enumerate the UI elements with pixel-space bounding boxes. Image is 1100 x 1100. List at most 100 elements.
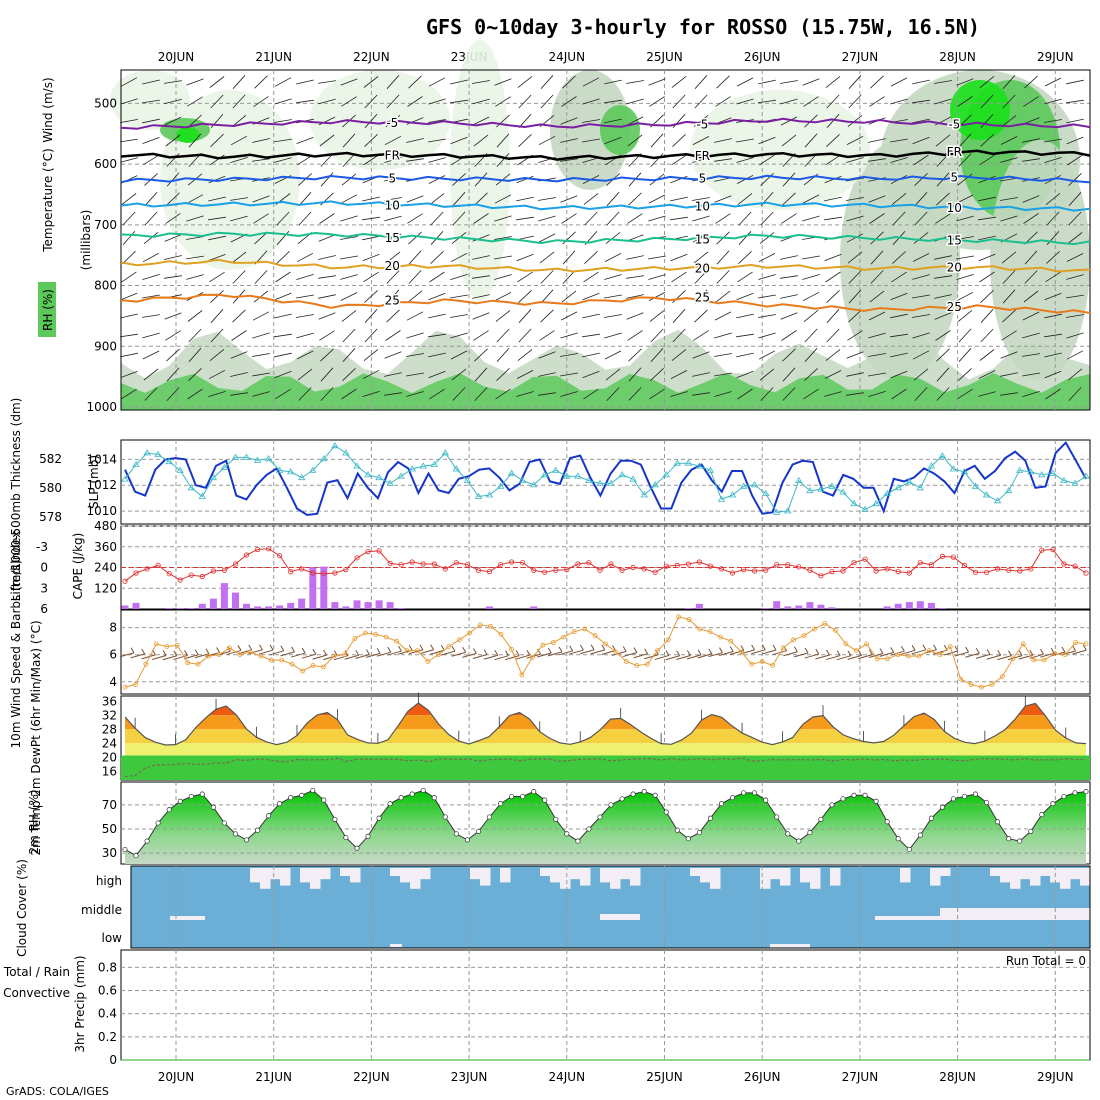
lifted-index-point	[508, 559, 515, 565]
wind-barb	[890, 650, 905, 656]
lifted-index-point	[862, 556, 868, 562]
wind-barb	[428, 333, 446, 338]
thickness-point	[695, 462, 704, 469]
bottom-date-label: 20JUN	[158, 1070, 195, 1084]
wind-speed-point	[488, 623, 494, 629]
lifted-index-point	[376, 548, 382, 554]
wind-barb	[398, 645, 402, 652]
wind-barb	[935, 213, 951, 224]
rh-point	[928, 815, 934, 821]
wind-barb	[428, 370, 446, 379]
wind-barb	[365, 652, 381, 658]
wind-speed-point	[1020, 641, 1026, 647]
cape-bar	[762, 608, 770, 609]
isotherm-line	[120, 293, 1091, 314]
wind-barb	[626, 312, 644, 320]
lifted-index-point	[928, 562, 935, 568]
wind-barb	[121, 388, 137, 400]
upper-air-frame	[120, 69, 1091, 411]
wind-barb	[166, 172, 180, 187]
wind-barb	[583, 271, 599, 283]
wind-barb	[408, 75, 422, 89]
cape-bar	[817, 604, 825, 609]
wind-barb	[516, 391, 534, 397]
thickness-point	[231, 453, 240, 460]
wind-barb	[868, 649, 873, 655]
wind-barb	[462, 646, 467, 653]
wind-barb	[364, 328, 378, 343]
wind-barb	[1002, 75, 1016, 89]
wind-barb	[803, 96, 819, 107]
y-tick-label: 36	[102, 694, 117, 708]
wind-barb	[496, 133, 510, 148]
rh-point	[1072, 790, 1078, 796]
thickness-point	[872, 499, 880, 507]
wind-barb	[781, 330, 797, 341]
cape-bar	[806, 602, 814, 609]
precip-axis-label: 3hr Precip (mm)	[73, 955, 87, 1052]
wind-barb	[166, 387, 180, 401]
wind-barb	[956, 291, 974, 302]
thickness-point	[662, 471, 671, 478]
cloud-level-label: low	[102, 931, 123, 945]
wind-barb	[911, 649, 926, 655]
wind-barb	[230, 372, 248, 377]
wind-barb	[1029, 649, 1034, 656]
wind-barb	[627, 134, 643, 147]
wind-barb	[958, 133, 972, 148]
wind-speed-point	[624, 659, 629, 664]
bottom-date-label: 23JUN	[451, 1070, 488, 1084]
lifted-index-point	[464, 562, 470, 568]
lifted-index-axis-label: Lifted Index	[9, 531, 23, 602]
wind-barb	[472, 255, 490, 260]
wind-barb	[472, 654, 488, 659]
lifted-index-point	[685, 561, 691, 567]
wind-barb	[428, 138, 446, 143]
wind-barb	[1044, 119, 1062, 123]
rh-point	[354, 845, 360, 851]
wind-barb	[297, 368, 313, 381]
wind-speed-point	[456, 637, 462, 643]
lifted-index-point	[1028, 566, 1034, 572]
wind-barb	[665, 655, 680, 661]
thickness-point	[772, 508, 781, 515]
isotherm-label: 25	[947, 300, 962, 314]
cape-bar	[309, 567, 317, 609]
wind-barb	[934, 98, 952, 105]
wind-speed-point	[467, 630, 473, 636]
wind-barb	[891, 192, 907, 206]
top-date-label: 21JUN	[255, 50, 292, 64]
wind-barb	[716, 270, 730, 284]
cape-bar	[353, 600, 361, 609]
thickness-point	[552, 466, 560, 473]
lifted-index-point	[751, 568, 758, 574]
wind-barb	[890, 77, 908, 87]
isotherm-label: FR	[385, 149, 400, 163]
wind-barb	[318, 234, 336, 242]
rh-point	[365, 833, 371, 839]
isotherm-label: 10	[695, 200, 710, 214]
wind-barb	[341, 96, 357, 107]
thickness-point	[1049, 469, 1057, 476]
wind-barb	[408, 270, 422, 284]
thickness-point	[629, 475, 637, 482]
wind-barb	[430, 649, 445, 655]
thickness-point	[949, 465, 958, 472]
wind-barb	[648, 194, 666, 204]
wind-barb	[230, 215, 248, 222]
thickness-point	[309, 466, 317, 473]
wind-barb	[1067, 368, 1083, 381]
wind-barb	[579, 649, 595, 655]
wind-barb	[804, 647, 809, 654]
slp-line	[124, 440, 1087, 517]
high-cloud-gap	[550, 868, 561, 883]
thickness-point	[684, 459, 693, 466]
wind-speed-point	[362, 630, 368, 636]
cape-bar	[342, 606, 350, 609]
wind-barb	[384, 392, 402, 396]
wind-barb	[540, 309, 554, 323]
y-tick-label: 6	[40, 602, 48, 616]
wind-barb	[364, 309, 378, 323]
y-tick-label: 1000	[86, 400, 117, 414]
wind-barb	[826, 655, 841, 661]
